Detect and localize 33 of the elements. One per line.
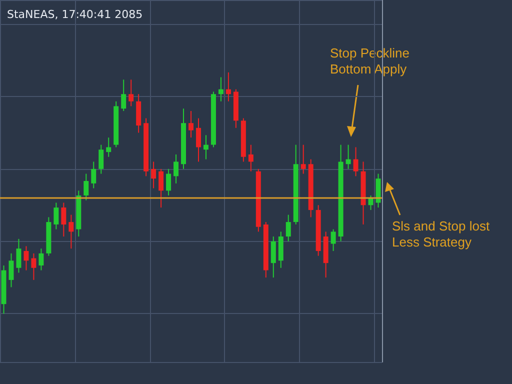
candlestick [128,79,134,107]
candlestick [8,252,14,288]
candlestick [248,144,254,172]
candlestick [330,228,336,252]
candlestick [24,246,29,271]
candlestick [98,144,104,174]
candlestick [174,154,179,184]
candlestick [68,214,74,250]
annotation: Stop Peckline Bottom Apply [330,46,410,76]
candlestick [84,173,89,201]
candlestick [166,168,172,196]
candlestick [188,110,194,138]
candlestick [151,161,156,189]
candlestick [270,236,276,278]
candlestick [121,79,126,112]
candlestick [346,144,351,170]
candlestick [31,252,36,280]
candlestick [300,144,306,174]
candlestick [286,214,291,242]
candlestick [218,76,224,102]
chart-title: StaNEAS, 17:40:41 2085 [7,8,143,21]
candlestick [196,118,201,162]
candlestick [106,137,112,158]
candlestick [203,134,208,160]
candlestick [54,202,59,230]
candlestick [61,202,66,238]
candlestick [38,248,44,271]
candlestick [226,72,231,102]
text: Sls and Stop lost Less Strategy [392,218,490,250]
candlestick [353,146,358,177]
candlestick [91,161,96,189]
candlestick [16,238,22,274]
candlestick [158,168,164,208]
